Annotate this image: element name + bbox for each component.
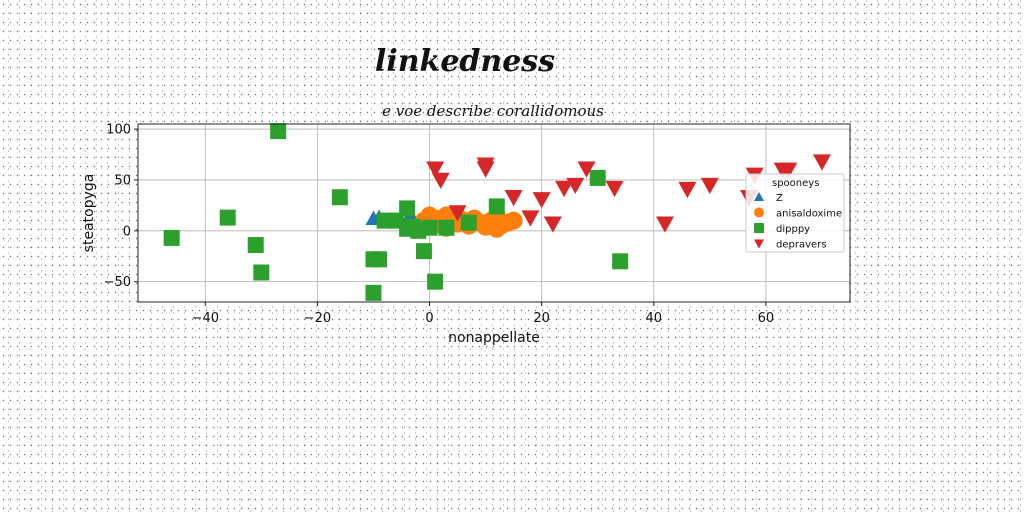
legend-label: anisaldoxime	[776, 209, 842, 220]
legend-marker	[754, 239, 764, 249]
data-point	[488, 198, 505, 215]
x-tick-label: −20	[304, 311, 331, 326]
x-axis-label: nonappellate	[448, 330, 540, 346]
data-point	[605, 180, 624, 198]
chart-suptitle: linkedness	[375, 44, 555, 79]
data-point	[655, 216, 674, 233]
series-depravers	[426, 154, 831, 233]
legend-label: depravers	[776, 240, 826, 251]
data-point	[365, 284, 382, 301]
legend-marker	[754, 223, 764, 233]
data-point	[521, 210, 540, 227]
legend-box	[745, 173, 845, 253]
data-point	[504, 211, 523, 230]
data-point	[555, 180, 574, 198]
x-tick-label: 0	[425, 311, 433, 326]
series-dipppy	[163, 123, 629, 301]
data-point	[331, 189, 348, 206]
data-point	[577, 161, 596, 178]
data-point	[566, 177, 585, 195]
data-point	[487, 219, 506, 238]
legend-title: spooneys	[772, 178, 819, 189]
x-tick-label: 20	[533, 311, 550, 326]
data-point	[247, 237, 264, 254]
data-point	[426, 161, 445, 178]
data-point	[589, 169, 606, 186]
data-point	[504, 190, 523, 207]
y-axis-label: steatopyga	[81, 174, 97, 253]
y-axis-ticks: −50 0 50 100	[104, 123, 138, 290]
data-point	[812, 154, 831, 171]
data-point	[270, 123, 287, 140]
data-point	[399, 200, 416, 217]
legend-marker	[754, 207, 764, 218]
data-point	[427, 273, 444, 290]
data-marks	[163, 123, 831, 301]
data-point	[460, 214, 477, 231]
data-point	[163, 229, 180, 246]
data-point	[476, 161, 495, 178]
data-point	[219, 209, 236, 226]
x-tick-label: 40	[646, 311, 663, 326]
data-point	[253, 264, 270, 281]
legend-marker	[754, 192, 764, 201]
x-tick-label: 60	[758, 311, 775, 326]
data-point	[431, 172, 450, 189]
y-tick-label: 0	[123, 224, 131, 239]
data-point	[612, 253, 629, 270]
data-point	[678, 181, 697, 199]
data-point	[421, 219, 438, 236]
data-point	[438, 219, 455, 236]
legend-label: Z	[776, 193, 783, 204]
plot-frame	[137, 123, 851, 303]
data-point	[543, 216, 562, 233]
data-point	[532, 192, 551, 209]
y-tick-label: 50	[114, 173, 131, 188]
y-tick-label: −50	[104, 275, 131, 290]
data-point	[448, 205, 467, 222]
x-tick-label: −40	[192, 311, 219, 326]
legend-label: dipppy	[776, 224, 810, 235]
x-axis-ticks: −40 −20 0 20 40 60	[192, 302, 775, 326]
data-point	[415, 243, 432, 260]
data-point	[371, 251, 388, 268]
data-point	[700, 177, 719, 195]
data-point	[779, 162, 798, 179]
y-tick-label: 100	[106, 123, 131, 138]
chart-title: e voe describe corallidomous	[382, 102, 604, 120]
